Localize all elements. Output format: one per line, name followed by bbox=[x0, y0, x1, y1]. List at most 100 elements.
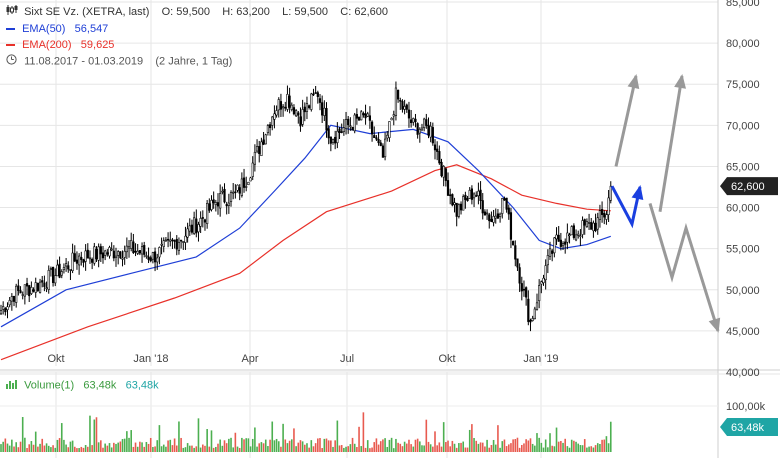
candle-body bbox=[127, 246, 131, 249]
volume-bar bbox=[308, 447, 310, 452]
ema200-label: EMA(200) bbox=[22, 39, 72, 52]
candle bbox=[600, 201, 604, 223]
candle-body bbox=[268, 124, 272, 129]
candle bbox=[520, 276, 523, 301]
candle bbox=[171, 237, 174, 249]
candle-body bbox=[86, 249, 89, 259]
y-tick-label: 45,000 bbox=[726, 326, 760, 338]
volume-bar bbox=[447, 440, 449, 452]
candle bbox=[199, 211, 202, 234]
volume-bar bbox=[30, 441, 33, 452]
volume-legend[interactable]: Volume(1) 63,48k 63,48k bbox=[6, 379, 159, 392]
volume-bar bbox=[429, 444, 432, 452]
candle-body bbox=[227, 202, 230, 206]
time-axis[interactable]: Okt Jan '18 Apr Jul Okt Jan '19 bbox=[47, 353, 558, 365]
volume-bar bbox=[336, 420, 339, 452]
volume-bar bbox=[566, 446, 569, 452]
candle-body bbox=[249, 177, 252, 182]
candle-body bbox=[236, 184, 239, 191]
candle bbox=[30, 281, 33, 295]
candle bbox=[84, 244, 87, 271]
candle-body bbox=[177, 241, 181, 251]
candle bbox=[464, 191, 467, 209]
candle-body bbox=[41, 280, 44, 283]
candle bbox=[299, 107, 302, 132]
volume-bar bbox=[453, 443, 456, 452]
candle-body bbox=[485, 212, 489, 215]
volume-value-1: 63,48k bbox=[83, 379, 117, 392]
volume-bar bbox=[560, 441, 562, 452]
arrow-head bbox=[627, 74, 640, 90]
candle-body bbox=[275, 110, 278, 116]
candle bbox=[522, 280, 526, 297]
candle-body bbox=[36, 282, 39, 291]
volume-bar bbox=[505, 446, 508, 452]
candle-body bbox=[336, 130, 339, 144]
candle bbox=[514, 240, 517, 267]
candle-body bbox=[221, 190, 224, 193]
candle bbox=[99, 243, 102, 262]
volume-bar bbox=[451, 440, 454, 452]
volume-bar bbox=[301, 441, 304, 452]
volume-bar bbox=[145, 441, 148, 452]
volume-bar bbox=[492, 439, 495, 452]
candle-body bbox=[568, 234, 571, 237]
candle bbox=[162, 237, 165, 253]
volume-bar bbox=[212, 447, 215, 452]
candle bbox=[388, 121, 391, 142]
last-price-tag[interactable]: 62,600 bbox=[720, 177, 778, 196]
ema50-legend[interactable]: EMA(50) 56,547 bbox=[6, 22, 108, 36]
price-axis[interactable]: 85,000 80,000 75,000 70,000 65,000 60,000 55,0… bbox=[726, 0, 766, 413]
candle-body bbox=[325, 108, 328, 131]
candle bbox=[245, 176, 248, 192]
candle-body bbox=[399, 99, 402, 102]
candle bbox=[36, 282, 39, 293]
candle bbox=[156, 253, 159, 270]
candle bbox=[229, 190, 233, 207]
candle bbox=[368, 106, 372, 129]
candle bbox=[297, 110, 300, 124]
candle-body bbox=[229, 192, 233, 202]
volume-bar bbox=[297, 442, 300, 452]
volume-bar bbox=[221, 445, 224, 452]
volume-bar bbox=[147, 443, 150, 452]
candle bbox=[88, 250, 92, 264]
volume-bar bbox=[202, 444, 204, 452]
candle-body bbox=[503, 198, 506, 201]
candle bbox=[104, 249, 107, 261]
candle-body bbox=[262, 139, 265, 145]
volume-bar bbox=[544, 439, 547, 452]
candle-body bbox=[188, 225, 191, 232]
volume-value-2: 63,48k bbox=[125, 379, 159, 392]
volume-last-tag[interactable]: 63,48k bbox=[720, 418, 778, 436]
candle-body bbox=[442, 166, 445, 178]
volume-bar bbox=[494, 444, 497, 452]
candle-body bbox=[383, 138, 387, 158]
ema200-legend[interactable]: EMA(200) 59,625 bbox=[6, 38, 114, 52]
volume-bar bbox=[605, 436, 608, 452]
arrow-head bbox=[674, 74, 687, 89]
candle-body bbox=[97, 246, 100, 261]
candle bbox=[62, 263, 66, 274]
volume-bar bbox=[182, 447, 185, 452]
candle-body bbox=[373, 135, 376, 139]
volume-bar bbox=[47, 445, 50, 452]
candle-body bbox=[117, 251, 120, 256]
candle bbox=[184, 226, 187, 250]
volume-bar bbox=[586, 447, 588, 452]
volume-bar bbox=[379, 441, 382, 452]
candle-body bbox=[67, 265, 70, 270]
volume-bar bbox=[596, 443, 599, 452]
candle bbox=[596, 212, 599, 235]
candle-body bbox=[522, 288, 526, 291]
volume-bar bbox=[330, 440, 332, 452]
candle bbox=[56, 259, 59, 277]
volume-bar bbox=[440, 446, 443, 452]
y-tick-label: 60,000 bbox=[726, 203, 760, 215]
candle-body bbox=[344, 119, 348, 129]
volume-bar bbox=[351, 437, 354, 452]
candle-body bbox=[596, 217, 599, 230]
candle-body bbox=[444, 168, 447, 181]
volume-bar bbox=[334, 440, 336, 452]
